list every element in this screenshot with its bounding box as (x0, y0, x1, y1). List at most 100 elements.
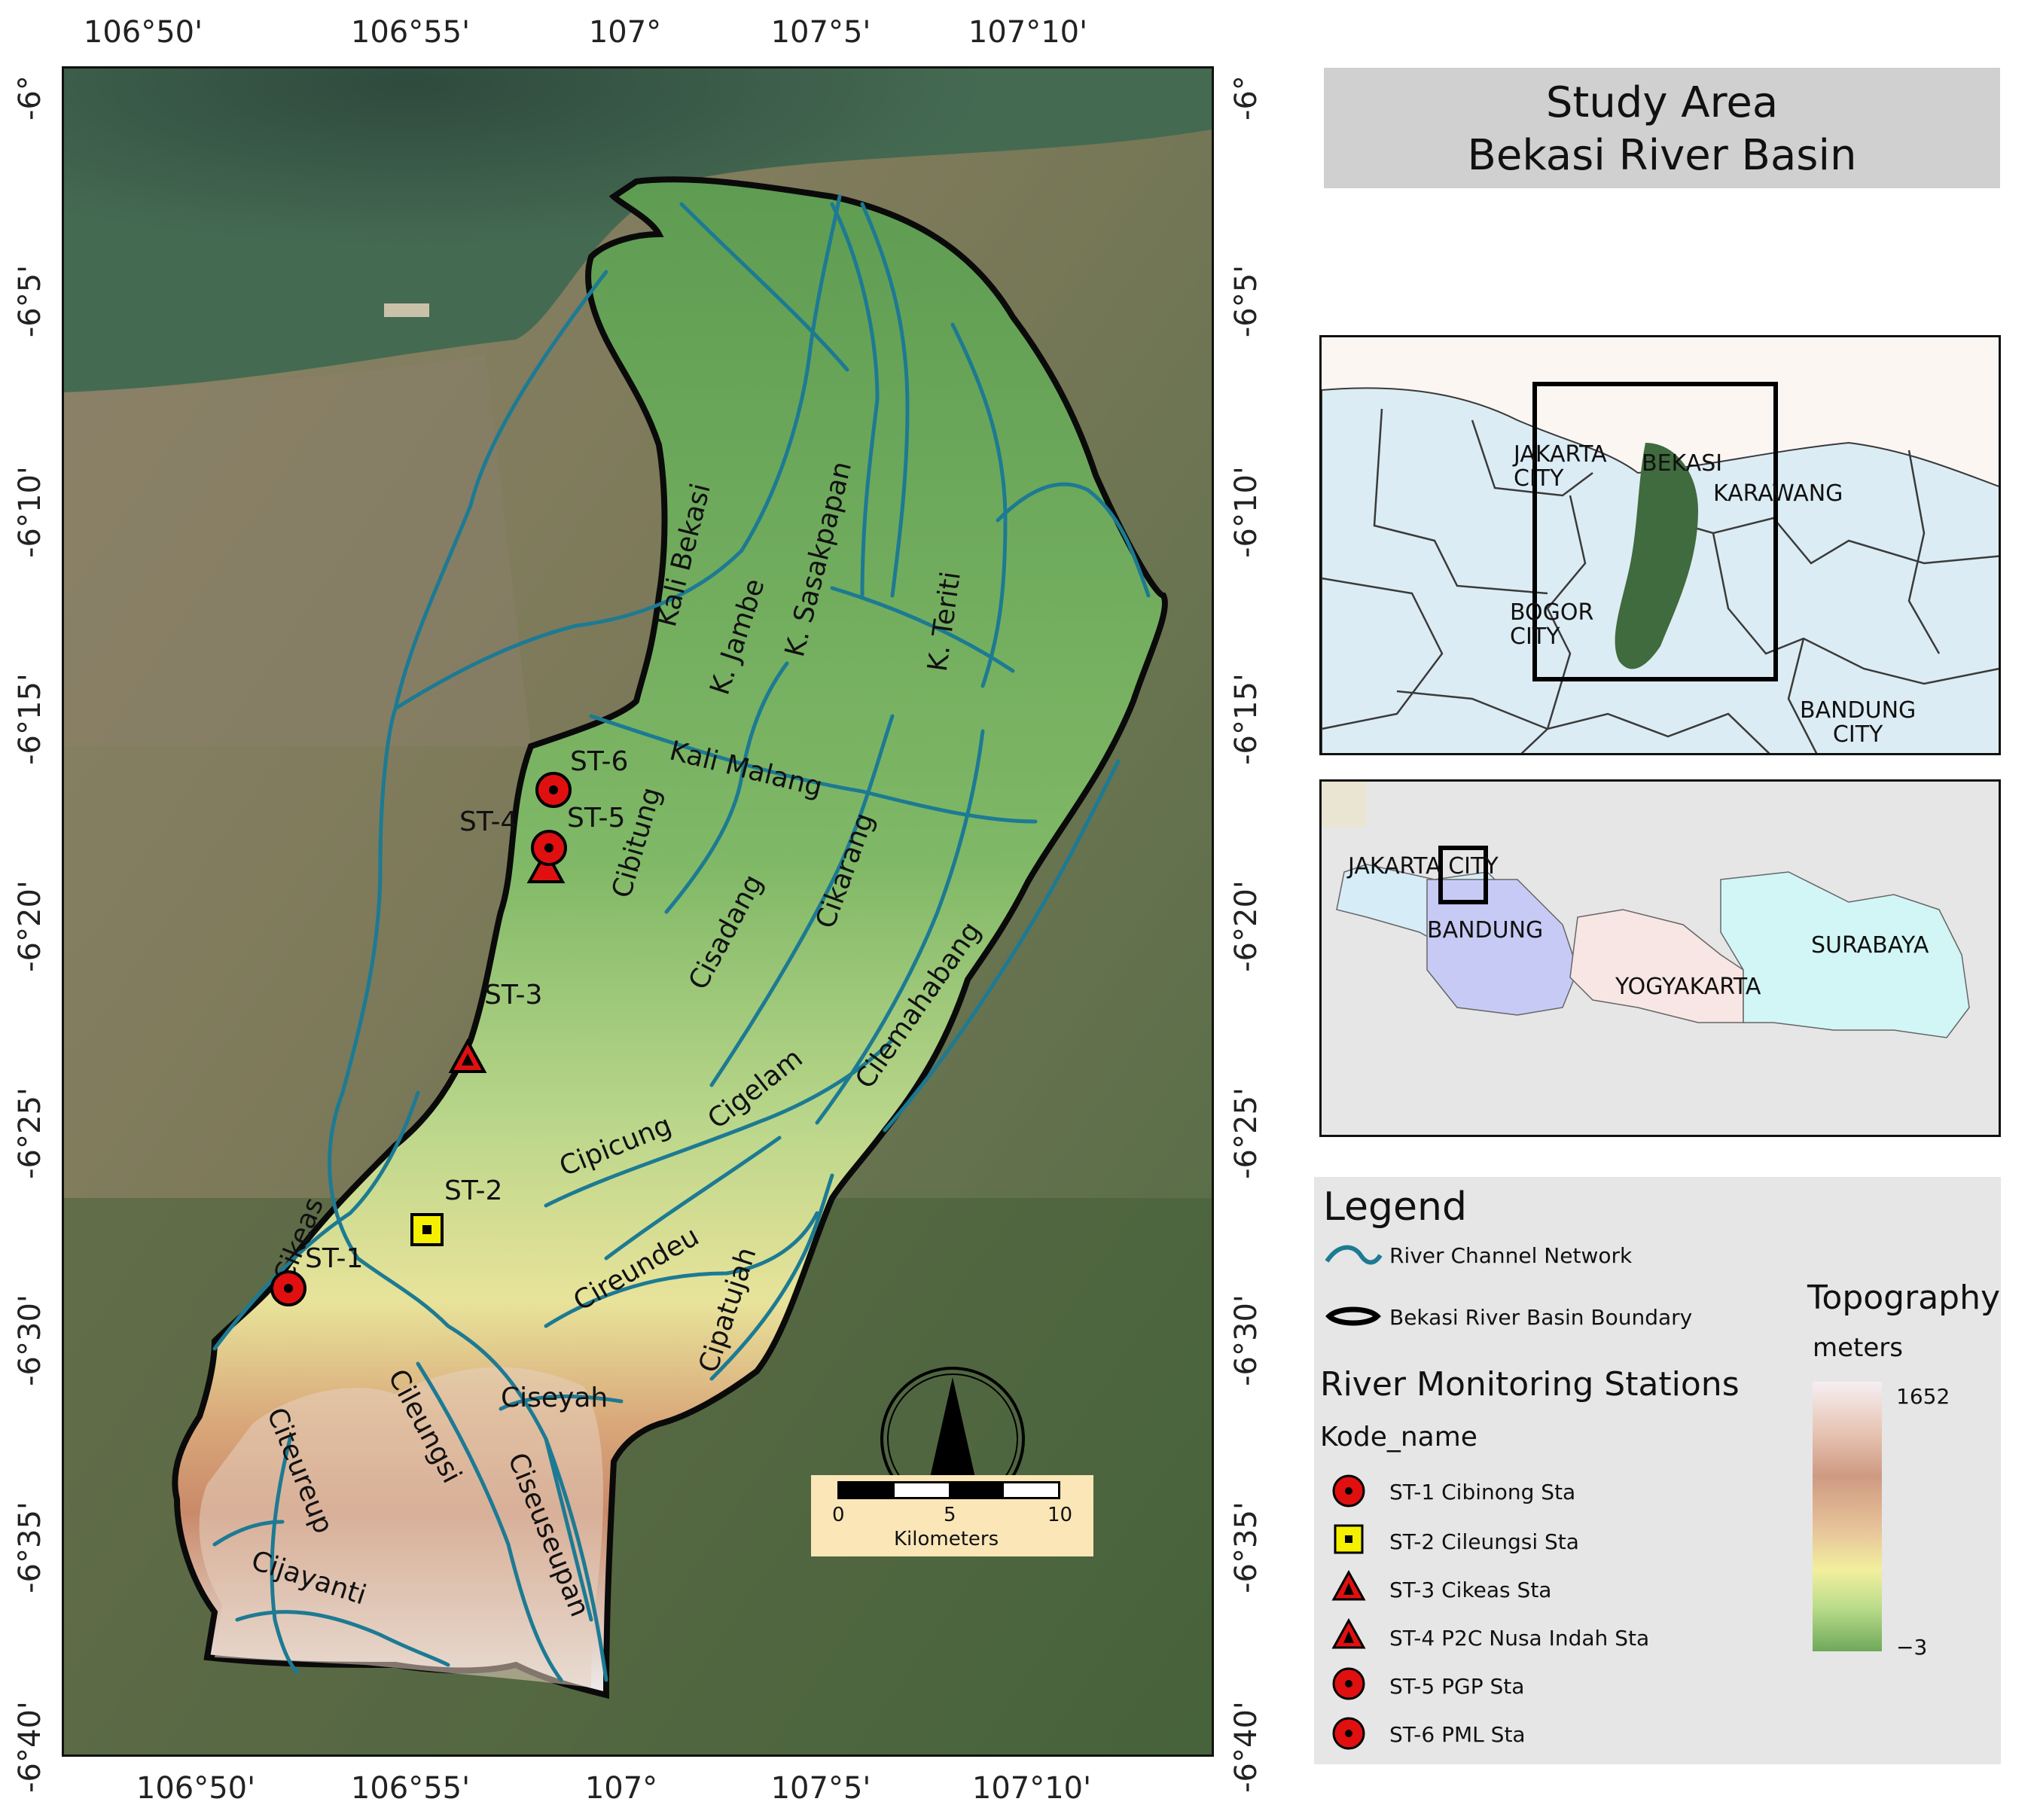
java-sea (64, 69, 1212, 392)
legend-field-name: Kode_name (1320, 1422, 1477, 1453)
river-cibitung (664, 661, 789, 914)
topo-unit: meters (1813, 1333, 1903, 1363)
river-cigelam (604, 1136, 782, 1261)
station-st2-marker (410, 1213, 444, 1246)
river-west-trib (212, 1520, 285, 1547)
lat-tick-6-35-right: -6°35' (1229, 1501, 1264, 1593)
main-map-canvas (64, 69, 1212, 1754)
label-ciseyah: Ciseyah (501, 1383, 608, 1413)
lat-tick-6-40-left: -6°40' (13, 1701, 47, 1793)
lon-tick-106-50-top: 106°50' (83, 15, 203, 50)
scale-tick-10: 10 (1047, 1504, 1073, 1526)
river-cileungsi (416, 1361, 563, 1682)
inset-label-bogor: BOGOR CITY (1510, 599, 1594, 650)
scale-bar: 0 5 10 Kilometers (811, 1475, 1093, 1556)
lat-tick-6-25-left: -6°25' (13, 1087, 47, 1179)
river-citeureup (270, 1437, 300, 1675)
station-st6-marker (535, 772, 572, 808)
lat-tick-6-25-right: -6°25' (1229, 1087, 1264, 1179)
lon-tick-106-55-top: 106°55' (350, 15, 471, 50)
river-kali-malang (589, 714, 1038, 824)
legend-panel: Legend River Channel Network Bekasi Rive… (1314, 1177, 2001, 1764)
station-st1-marker (270, 1270, 306, 1306)
inset-java-extent-box (1438, 846, 1488, 904)
inset-label-karawang: KARAWANG (1713, 480, 1843, 507)
inset-label-bandung-java: BANDUNG (1427, 917, 1544, 944)
legend-st5-icon (1332, 1667, 1365, 1700)
river-cilemahabang (883, 759, 1121, 1133)
legend-st3-icon (1331, 1569, 1366, 1601)
river-cross-channel (830, 586, 1015, 673)
legend-st4-icon (1331, 1617, 1366, 1649)
legend-item-st1: ST-1 Cibinong Sta (1389, 1480, 1576, 1504)
lon-tick-107-bottom: 107° (584, 1771, 658, 1806)
label-st4: ST-4 (459, 806, 518, 837)
legend-st6-icon (1332, 1717, 1365, 1750)
river-cipicung (544, 1038, 895, 1208)
river-cikeas (212, 1090, 420, 1351)
label-st5: ST-5 (567, 803, 626, 834)
river-north-trib (679, 202, 849, 372)
lat-tick-6-left: -6° (13, 75, 47, 120)
inset-regional-canvas (1322, 382, 1999, 753)
legend-st2-icon (1334, 1524, 1364, 1554)
river-bekasi-main (328, 270, 608, 1682)
inset-regional[interactable]: JAKARTA CITY BEKASI KARAWANG BOGOR CITY … (1319, 335, 2001, 755)
main-map[interactable]: Kali Bekasi K. Jambe K. Sasakpapan K. Te… (62, 66, 1214, 1757)
highland-shading (199, 1367, 603, 1687)
port-structure (384, 303, 429, 317)
lon-tick-106-50-bottom: 106°50' (136, 1771, 256, 1806)
label-st1: ST-1 (305, 1243, 364, 1274)
legend-title: Legend (1323, 1184, 1468, 1230)
river-east-trib (996, 482, 1151, 598)
lat-tick-6-right: -6° (1229, 75, 1264, 120)
lon-tick-107-5-top: 107°5' (770, 15, 871, 50)
lon-tick-107-10-bottom: 107°10' (971, 1771, 1092, 1806)
stations-layer (270, 772, 572, 1306)
river-ciseyah (499, 1394, 624, 1411)
legend-station-symbols (1331, 1474, 1366, 1750)
lat-tick-6-40-right: -6°40' (1229, 1701, 1264, 1793)
river-cipatujah (709, 1173, 834, 1381)
legend-st1-icon (1332, 1474, 1365, 1508)
river-network (212, 194, 1151, 1682)
station-st5-marker (531, 830, 567, 866)
legend-basin-boundary: Bekasi River Basin Boundary (1389, 1305, 1693, 1330)
lon-tick-107-top: 107° (588, 15, 662, 50)
inset-label-jakarta: JAKARTA CITY (1514, 441, 1607, 492)
label-st2: ST-2 (444, 1175, 503, 1206)
inset-label-jakarta-city: JAKARTA CITY (1348, 853, 1499, 880)
river-k-teriti (950, 322, 1008, 688)
label-st3: ST-3 (484, 980, 543, 1011)
river-cireundeu (544, 1211, 819, 1328)
river-k-jambe (830, 202, 880, 598)
river-cijayanti (235, 1610, 450, 1667)
topo-colorbar (1813, 1382, 1882, 1651)
river-cisadang (709, 714, 895, 1087)
legend-item-st6: ST-6 PML Sta (1389, 1722, 1526, 1747)
river-kali-bekasi (393, 194, 842, 711)
legend-item-st2: ST-2 Cileungsi Sta (1389, 1529, 1579, 1554)
basin-boundary-swatch-icon (1325, 1306, 1381, 1326)
lat-tick-6-10-right: -6°10' (1229, 466, 1264, 558)
topo-max: 1652 (1896, 1384, 1950, 1409)
scale-bar-segments (837, 1481, 1060, 1499)
scale-tick-5: 5 (944, 1504, 956, 1526)
lat-tick-6-30-left: -6°30' (13, 1294, 47, 1386)
river-network-swatch-icon (1325, 1245, 1383, 1265)
lat-tick-6-35-left: -6°35' (13, 1501, 47, 1593)
title-box: Study Area Bekasi River Basin (1324, 68, 2000, 188)
inset-java-canvas (1322, 782, 1970, 1038)
lat-tick-6-20-left: -6°20' (13, 880, 47, 972)
legend-item-st5: ST-5 PGP Sta (1389, 1674, 1525, 1699)
title-line-2: Bekasi River Basin (1467, 131, 1857, 180)
inset-regional-extent-box (1532, 382, 1778, 681)
lat-tick-6-15-left: -6°15' (13, 673, 47, 765)
legend-river-network: River Channel Network (1389, 1243, 1633, 1268)
inset-label-yogyakarta: YOGYAKARTA (1615, 974, 1761, 1000)
legend-item-st3: ST-3 Cikeas Sta (1389, 1578, 1552, 1602)
inset-java[interactable]: JAKARTA CITY BANDUNG YOGYAKARTA SURABAYA (1319, 779, 2001, 1137)
river-cikarang (815, 729, 985, 1125)
inset-label-bandung: BANDUNG CITY (1800, 697, 1917, 748)
scale-unit: Kilometers (894, 1528, 999, 1550)
